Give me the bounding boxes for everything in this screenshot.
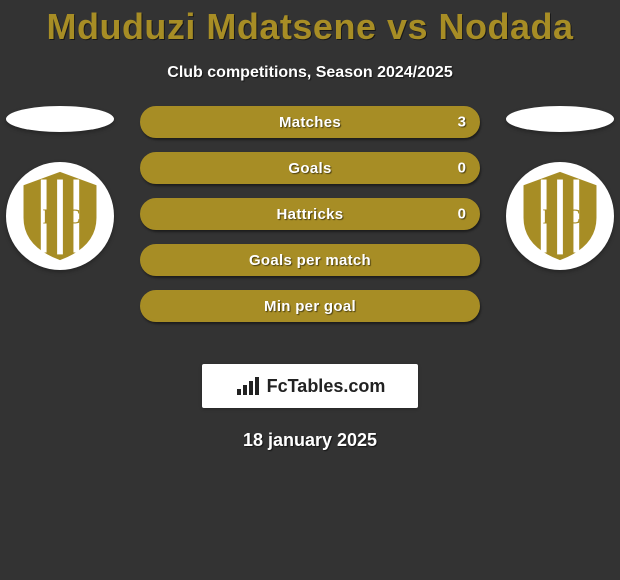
stats-list: Matches 3 Goals 0 Hattricks 0 Goals per … bbox=[140, 106, 480, 322]
stat-label: Hattricks bbox=[277, 206, 344, 223]
stat-row-min-per-goal: Min per goal bbox=[140, 290, 480, 322]
brand-box: FcTables.com bbox=[202, 364, 418, 408]
stat-label: Matches bbox=[279, 114, 341, 131]
crest-svg-left: F C bbox=[12, 168, 108, 264]
stat-value-right: 3 bbox=[458, 114, 466, 131]
svg-text:F: F bbox=[543, 205, 556, 229]
svg-text:F: F bbox=[43, 205, 56, 229]
club-crest-right: F C bbox=[506, 162, 614, 270]
bar-chart-icon bbox=[235, 375, 261, 397]
stat-label: Goals bbox=[288, 160, 331, 177]
stat-row-hattricks: Hattricks 0 bbox=[140, 198, 480, 230]
stat-label: Min per goal bbox=[264, 298, 356, 315]
brand-text: FcTables.com bbox=[267, 376, 386, 397]
svg-text:C: C bbox=[566, 205, 581, 229]
page-title: Mduduzi Mdatsene vs Nodada bbox=[0, 0, 620, 48]
svg-text:C: C bbox=[66, 205, 81, 229]
comparison-card: Mduduzi Mdatsene vs Nodada Club competit… bbox=[0, 0, 620, 451]
halo-right bbox=[506, 106, 614, 132]
stat-row-matches: Matches 3 bbox=[140, 106, 480, 138]
club-column-left: F C bbox=[0, 106, 120, 270]
crest-svg-right: F C bbox=[512, 168, 608, 264]
club-crest-left: F C bbox=[6, 162, 114, 270]
stat-row-goals-per-match: Goals per match bbox=[140, 244, 480, 276]
stat-row-goals: Goals 0 bbox=[140, 152, 480, 184]
stat-label: Goals per match bbox=[249, 252, 371, 269]
compare-area: F C F C Matches 3 bbox=[0, 106, 620, 346]
date-text: 18 january 2025 bbox=[0, 430, 620, 451]
subtitle: Club competitions, Season 2024/2025 bbox=[0, 64, 620, 82]
club-column-right: F C bbox=[500, 106, 620, 270]
halo-left bbox=[6, 106, 114, 132]
stat-value-right: 0 bbox=[458, 160, 466, 177]
stat-value-right: 0 bbox=[458, 206, 466, 223]
